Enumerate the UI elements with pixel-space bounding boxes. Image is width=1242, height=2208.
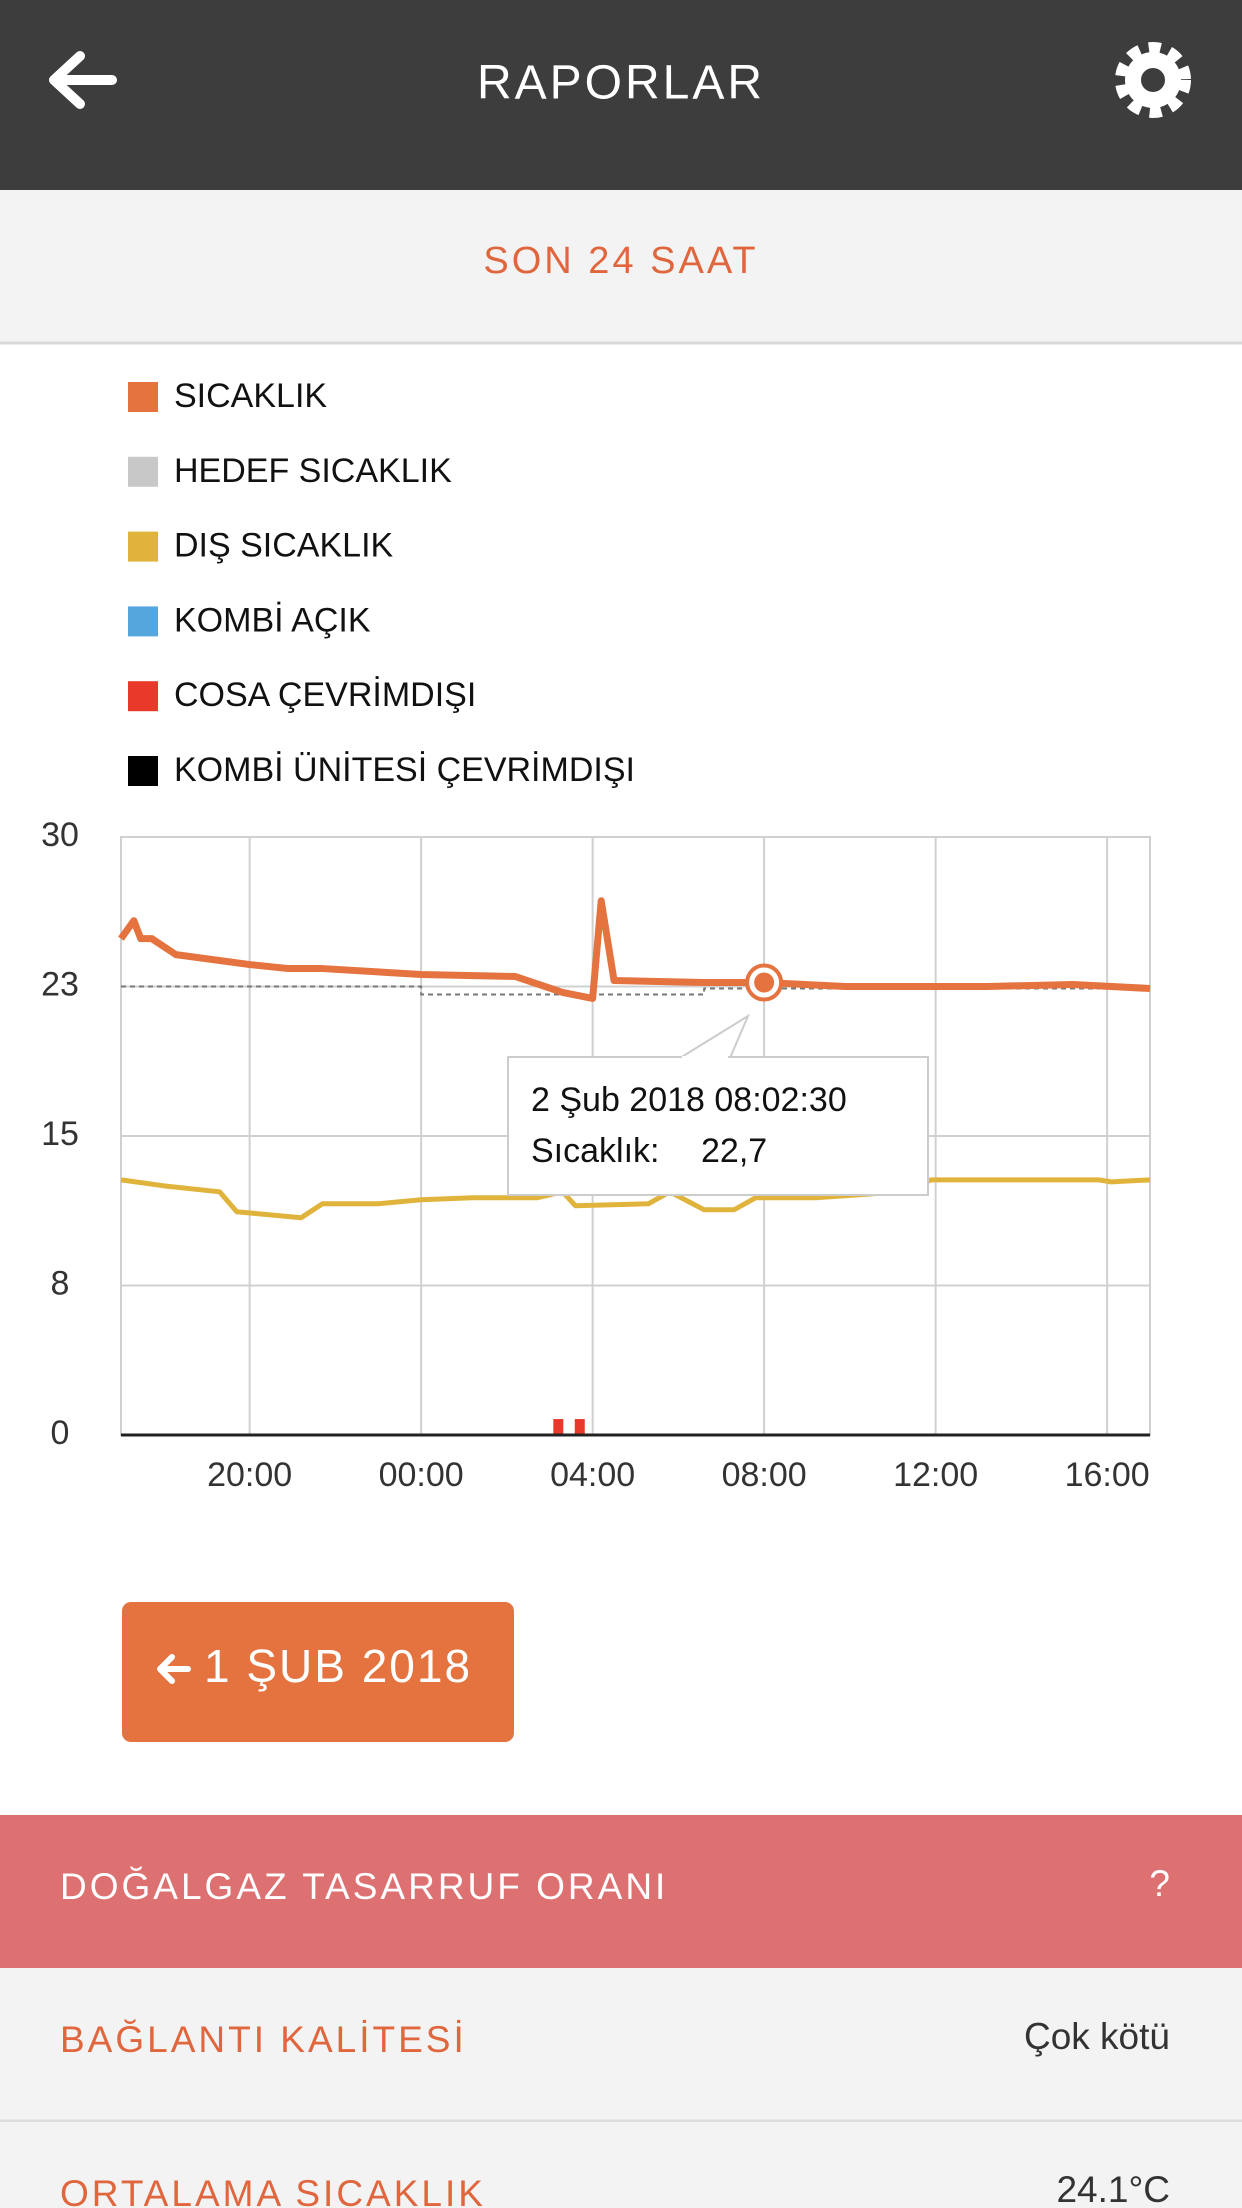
legend: SICAKLIK HEDEF SICAKLIK DIŞ SICAKLIK KOMBİ … xyxy=(128,377,635,789)
tooltip-label: Sıcaklık: xyxy=(531,1132,659,1170)
legend-swatch xyxy=(128,531,158,562)
status-bar xyxy=(553,1419,564,1435)
tooltip-marker xyxy=(745,963,784,1002)
row-value: ? xyxy=(1149,1863,1170,1904)
average-row xyxy=(0,2122,1242,2208)
legend-swatch xyxy=(128,681,158,712)
row-label: DOĞALGAZ TASARRUF ORANI xyxy=(60,1866,668,1907)
legend-label: KOMBİ ÜNİTESİ ÇEVRİMDIŞI xyxy=(174,751,635,789)
y-tick-label: 8 xyxy=(51,1264,70,1302)
legend-swatch xyxy=(128,606,158,637)
legend-label: SICAKLIK xyxy=(174,377,327,415)
tooltip-value: 22,7 xyxy=(701,1132,767,1170)
savings-row[interactable] xyxy=(0,1815,1242,1968)
button-bg xyxy=(122,1602,514,1742)
gear-teeth xyxy=(1115,42,1191,118)
y-tick-label: 30 xyxy=(41,816,79,854)
legend-swatch xyxy=(128,756,158,786)
row-label: BAĞLANTI KALİTESİ xyxy=(60,2019,467,2060)
legend-swatch xyxy=(128,382,158,412)
legend-swatch xyxy=(128,456,158,487)
settings-button[interactable] xyxy=(1115,42,1191,118)
x-tick-label: 08:00 xyxy=(722,1456,807,1494)
legend-label: DIŞ SICAKLIK xyxy=(174,527,394,565)
legend-label: KOMBİ AÇIK xyxy=(174,601,371,639)
row-value: 24.1°C xyxy=(1056,2169,1170,2208)
y-tick-label: 23 xyxy=(41,965,79,1003)
quality-row xyxy=(0,1968,1242,2120)
back-icon xyxy=(49,51,117,109)
x-tick-label: 00:00 xyxy=(379,1456,464,1494)
y-tick-label: 0 xyxy=(51,1414,70,1452)
previous-day-button[interactable]: 1 ŞUB 2018 xyxy=(122,1602,514,1742)
status-bar xyxy=(574,1419,585,1435)
x-tick-label: 20:00 xyxy=(207,1456,292,1494)
header-title: RAPORLAR xyxy=(477,57,765,110)
x-tick-label: 16:00 xyxy=(1065,1456,1150,1494)
tooltip-title: 2 Şub 2018 08:02:30 xyxy=(531,1081,847,1119)
tooltip-box xyxy=(507,1056,929,1196)
row-value: Çok kötü xyxy=(1024,2016,1170,2057)
subheader-bar xyxy=(0,190,1242,343)
gear-hole xyxy=(1141,68,1165,92)
x-tick-label: 12:00 xyxy=(893,1456,978,1494)
legend-label: HEDEF SICAKLIK xyxy=(174,452,452,490)
series-line xyxy=(118,897,1151,1002)
marker-dot xyxy=(754,972,775,993)
x-tick-label: 04:00 xyxy=(550,1456,635,1494)
subheader-title[interactable]: SON 24 SAAT xyxy=(483,240,758,282)
header-bar xyxy=(0,0,1242,190)
y-tick-label: 15 xyxy=(41,1115,79,1153)
row-label: ORTALAMA SICAKLIK xyxy=(60,2173,486,2208)
tooltip: 2 Şub 2018 08:02:30 Sıcaklık: 22,7 xyxy=(507,1013,929,1196)
button-label: 1 ŞUB 2018 xyxy=(204,1640,472,1692)
button-arrow xyxy=(157,1654,191,1684)
back-button[interactable] xyxy=(49,51,117,109)
legend-label: COSA ÇEVRİMDIŞI xyxy=(174,676,476,714)
tooltip-pointer xyxy=(676,1013,751,1059)
